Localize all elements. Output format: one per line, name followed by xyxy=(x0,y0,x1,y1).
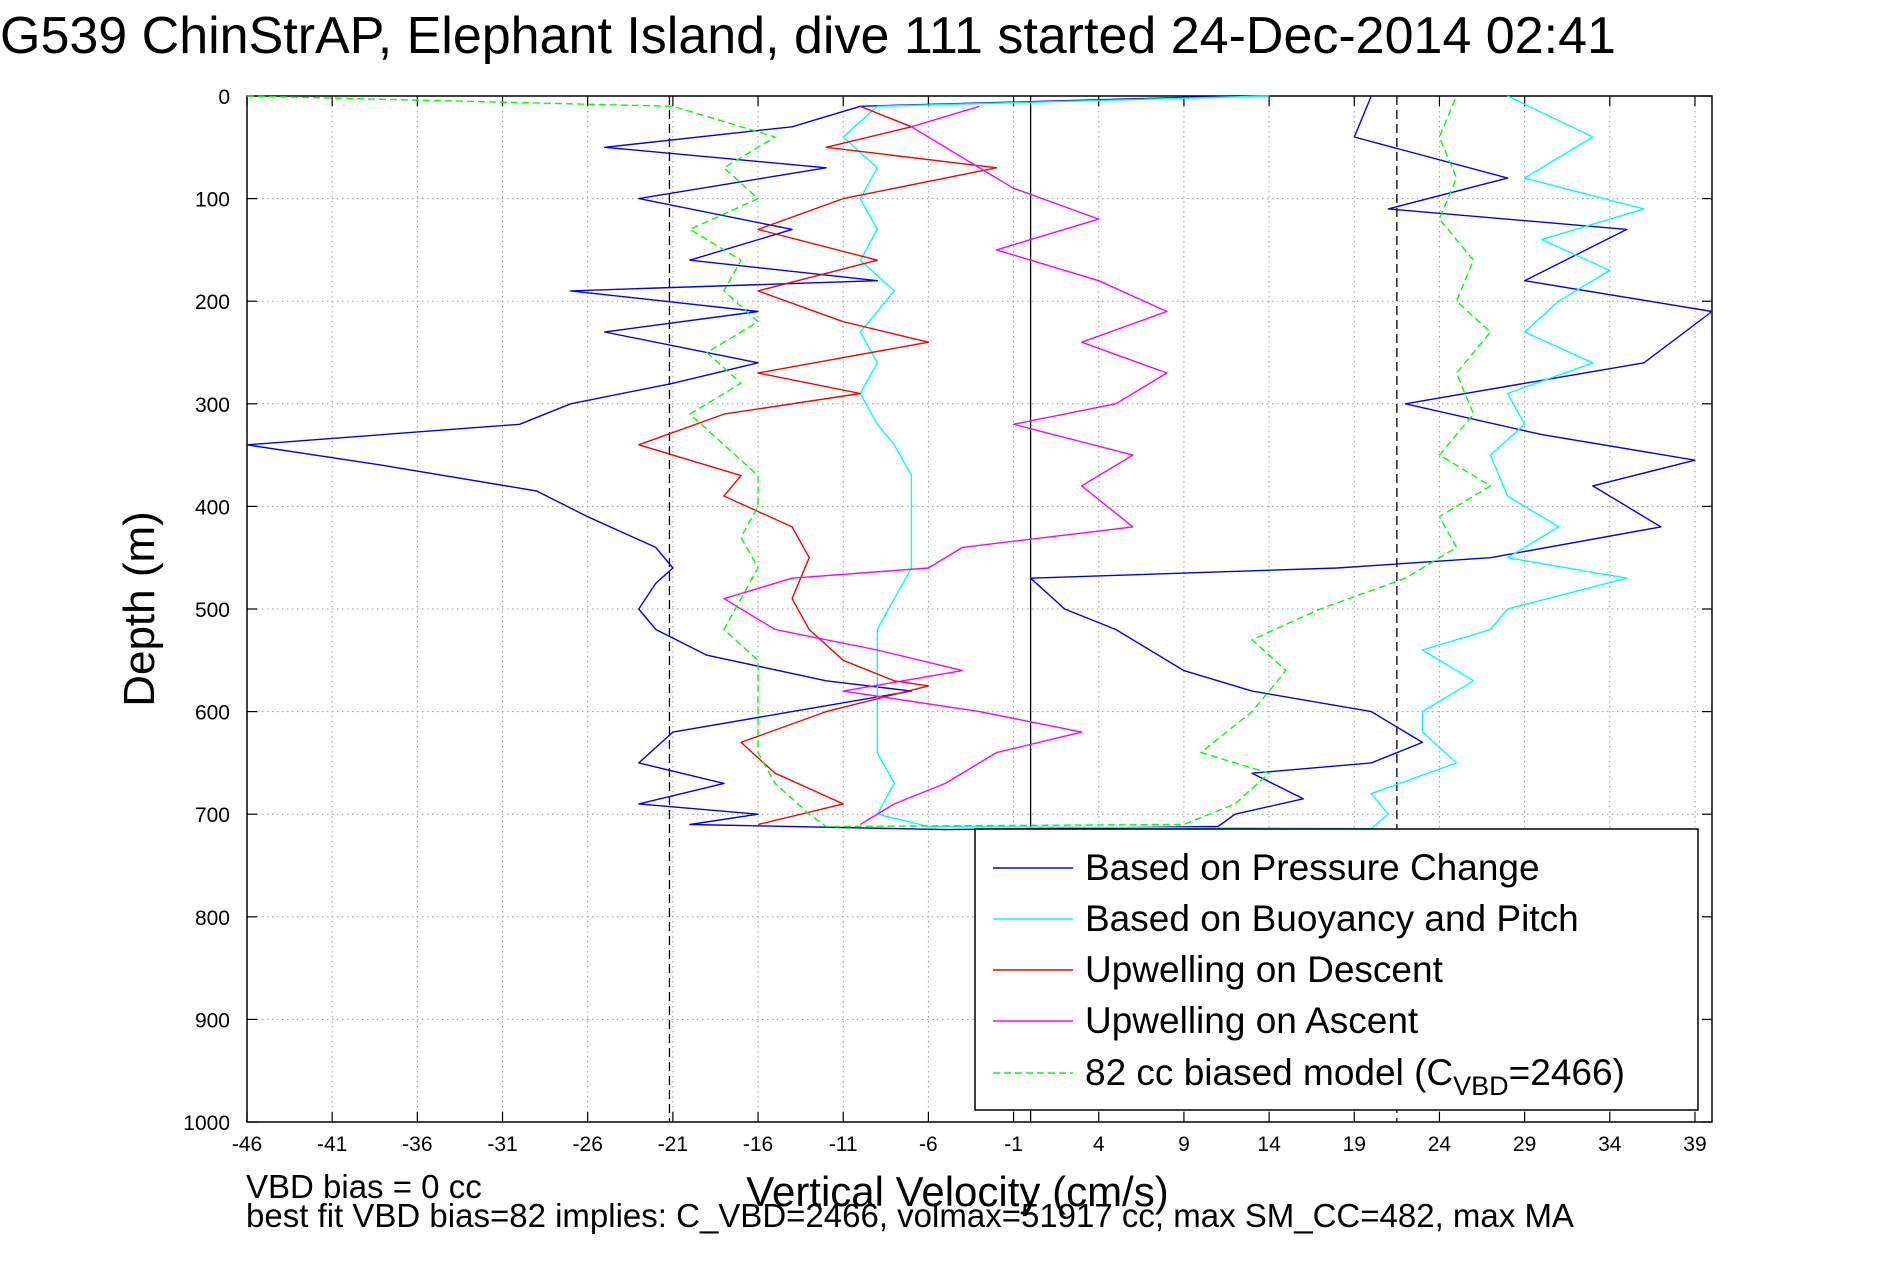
x-tick-label: 14 xyxy=(1257,1133,1281,1156)
x-tick-label: 4 xyxy=(1093,1133,1105,1156)
y-tick-label: 900 xyxy=(195,1009,230,1032)
x-tick-label: -41 xyxy=(317,1133,347,1156)
tick-labels: -46 -41 -36 -31 -26 -21 -16 -11 -6 -1 4 9 14 19 24 29 34… xyxy=(183,86,1706,1156)
legend-label-1: Based on Pressure Change xyxy=(1085,847,1540,888)
x-tick-label: -6 xyxy=(919,1133,938,1156)
x-tick-label: 39 xyxy=(1683,1133,1706,1156)
x-tick-label: -21 xyxy=(658,1133,688,1156)
legend-box xyxy=(974,828,1699,1111)
y-tick-label: 600 xyxy=(195,702,230,725)
footnote-vbd-bias: VBD bias = 0 cc xyxy=(246,1168,482,1205)
y-tick-label: 200 xyxy=(195,291,230,314)
legend-label-5: 82 cc biased model (CVBD=2466) xyxy=(1085,1052,1625,1101)
footnote-best-fit: best fit VBD bias=82 implies: C_VBD=2466… xyxy=(246,1197,1574,1234)
x-tick-label: 24 xyxy=(1428,1133,1452,1156)
series-line-2 xyxy=(842,95,1645,830)
y-tick-label: 500 xyxy=(195,599,230,622)
x-tick-label: -46 xyxy=(232,1133,262,1156)
series-line-3 xyxy=(638,105,998,826)
legend-label-4: Upwelling on Ascent xyxy=(1085,1000,1419,1041)
x-tick-label: -11 xyxy=(829,1133,858,1156)
y-tick-label: 300 xyxy=(195,394,230,417)
x-tick-label: -1 xyxy=(1004,1133,1023,1156)
y-tick-label: 0 xyxy=(218,86,230,109)
series-line-1 xyxy=(246,95,1713,831)
y-axis-label: Depth (m) xyxy=(115,511,164,707)
y-tick-label: 400 xyxy=(195,496,230,519)
y-tick-label: 1000 xyxy=(183,1112,230,1135)
y-tick-label: 100 xyxy=(195,189,230,212)
legend-label-2: Based on Buoyancy and Pitch xyxy=(1085,898,1579,939)
x-axis-label: Vertical Velocity (cm/s) xyxy=(746,1168,1168,1215)
x-tick-label: -16 xyxy=(743,1133,773,1156)
x-tick-label: -26 xyxy=(573,1133,603,1156)
x-tick-label: 29 xyxy=(1513,1133,1536,1156)
x-tick-label: 9 xyxy=(1178,1133,1190,1156)
series-line-5 xyxy=(246,95,1492,828)
x-tick-label: -36 xyxy=(402,1133,432,1156)
x-tick-label: 19 xyxy=(1343,1133,1366,1156)
legend: Based on Pressure Change Based on Buoyanc… xyxy=(974,828,1699,1111)
series-lines xyxy=(246,95,1713,831)
x-tick-label: 34 xyxy=(1598,1133,1622,1156)
y-tick-label: 700 xyxy=(195,804,230,827)
y-tick-label: 800 xyxy=(195,907,230,930)
x-tick-label: -31 xyxy=(487,1133,517,1156)
series-line-4 xyxy=(723,105,1168,826)
legend-label-3: Upwelling on Descent xyxy=(1085,949,1444,990)
chart-title: G539 ChinStrAP, Elephant Island, dive 11… xyxy=(0,7,1616,65)
